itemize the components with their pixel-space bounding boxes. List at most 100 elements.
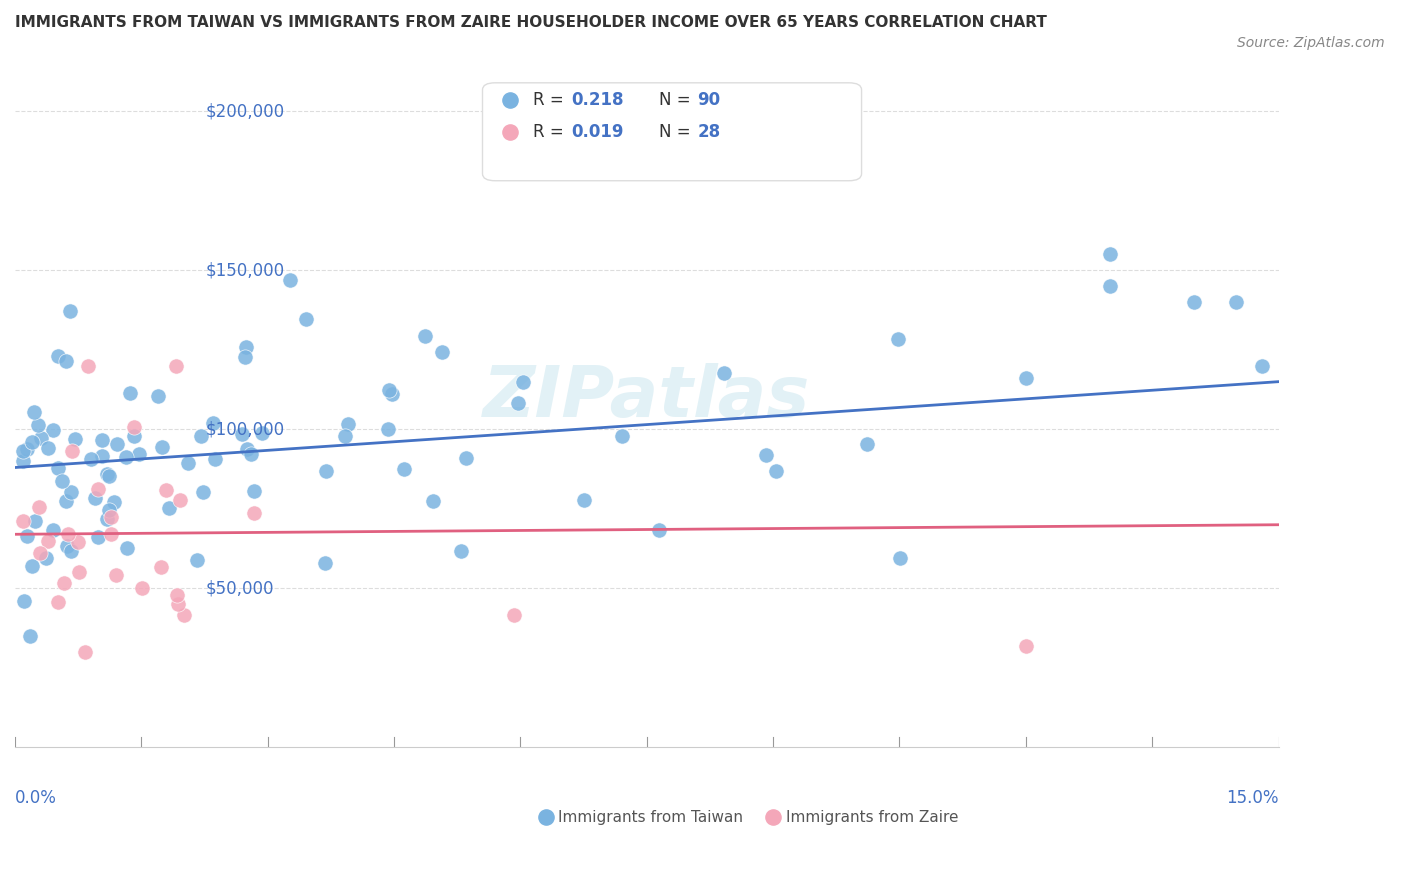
Point bbox=[55, 354, 77, 368]
Text: 0.019: 0.019 bbox=[571, 123, 623, 141]
Point bbox=[105, 567, 128, 582]
Point bbox=[250, 426, 273, 441]
Point bbox=[173, 608, 195, 623]
Point bbox=[37, 533, 59, 548]
Text: N =: N = bbox=[659, 91, 696, 110]
Point bbox=[166, 588, 188, 602]
Point bbox=[755, 448, 778, 462]
Text: ZIPatlas: ZIPatlas bbox=[484, 363, 810, 432]
Point bbox=[1225, 295, 1247, 310]
Point bbox=[506, 396, 529, 410]
Text: N =: N = bbox=[659, 123, 696, 141]
Point bbox=[204, 451, 226, 466]
Point bbox=[1250, 359, 1272, 373]
Point bbox=[150, 440, 173, 454]
Point bbox=[55, 494, 77, 508]
Point bbox=[512, 375, 534, 389]
Point bbox=[65, 432, 87, 446]
Point bbox=[13, 594, 35, 608]
Point bbox=[186, 553, 208, 567]
Text: 0.218: 0.218 bbox=[571, 91, 623, 110]
Text: $200,000: $200,000 bbox=[205, 103, 285, 120]
Point bbox=[236, 442, 259, 456]
Point bbox=[91, 449, 114, 463]
Point bbox=[765, 463, 787, 477]
Point bbox=[889, 550, 911, 565]
Point bbox=[314, 556, 336, 570]
Text: Immigrants from Taiwan: Immigrants from Taiwan bbox=[558, 810, 744, 825]
Point bbox=[66, 535, 89, 549]
Point bbox=[855, 437, 877, 451]
Point bbox=[55, 540, 77, 554]
Point bbox=[165, 359, 187, 373]
Point bbox=[20, 435, 42, 450]
Text: 0.0%: 0.0% bbox=[15, 789, 56, 807]
Point bbox=[46, 460, 69, 475]
Point bbox=[60, 443, 83, 458]
Point bbox=[15, 529, 38, 543]
Point bbox=[15, 442, 38, 456]
Point bbox=[53, 576, 76, 591]
Point bbox=[28, 500, 51, 514]
Point bbox=[59, 304, 82, 318]
Point bbox=[120, 386, 142, 401]
Point bbox=[235, 340, 257, 354]
Point bbox=[103, 494, 125, 508]
Point bbox=[233, 350, 256, 364]
Point bbox=[37, 441, 59, 455]
Point bbox=[60, 484, 83, 499]
Text: R =: R = bbox=[533, 91, 569, 110]
Point bbox=[131, 582, 153, 596]
Point bbox=[35, 551, 58, 566]
Point bbox=[201, 417, 224, 431]
Text: R =: R = bbox=[533, 123, 569, 141]
Point bbox=[13, 444, 35, 458]
Point bbox=[115, 450, 138, 464]
Point bbox=[73, 645, 96, 659]
Point bbox=[18, 629, 41, 643]
Point bbox=[87, 483, 110, 497]
Point bbox=[157, 501, 180, 516]
Text: Immigrants from Zaire: Immigrants from Zaire bbox=[786, 810, 959, 825]
Point bbox=[381, 387, 404, 401]
Point bbox=[713, 366, 735, 380]
Text: 28: 28 bbox=[697, 123, 720, 141]
Point bbox=[231, 427, 253, 442]
Point bbox=[450, 544, 472, 558]
Point bbox=[91, 433, 114, 447]
Point bbox=[13, 453, 35, 467]
Point bbox=[1099, 279, 1122, 293]
Point bbox=[124, 419, 146, 434]
Point bbox=[122, 428, 145, 442]
Point bbox=[96, 512, 118, 526]
Point bbox=[46, 595, 69, 609]
Point bbox=[243, 506, 266, 520]
Point bbox=[610, 429, 633, 443]
Point bbox=[87, 530, 110, 544]
Text: Source: ZipAtlas.com: Source: ZipAtlas.com bbox=[1237, 36, 1385, 50]
Point bbox=[1182, 295, 1205, 310]
Point bbox=[30, 546, 52, 560]
Point bbox=[59, 543, 82, 558]
Point bbox=[21, 558, 44, 573]
Point bbox=[243, 484, 266, 499]
Point bbox=[169, 493, 191, 508]
Text: 90: 90 bbox=[697, 91, 720, 110]
Point bbox=[105, 437, 128, 451]
Point bbox=[278, 273, 301, 287]
Point bbox=[648, 523, 671, 537]
Point bbox=[98, 468, 121, 483]
Point bbox=[413, 329, 436, 343]
Point bbox=[77, 359, 100, 373]
Point bbox=[149, 559, 172, 574]
Point bbox=[336, 417, 359, 431]
Point bbox=[42, 523, 65, 537]
FancyBboxPatch shape bbox=[482, 83, 862, 181]
Point bbox=[333, 429, 356, 443]
Point bbox=[315, 464, 337, 478]
Point bbox=[13, 514, 35, 528]
Point bbox=[572, 492, 595, 507]
Point bbox=[392, 462, 415, 476]
Point bbox=[24, 514, 46, 528]
Point bbox=[1015, 371, 1038, 385]
